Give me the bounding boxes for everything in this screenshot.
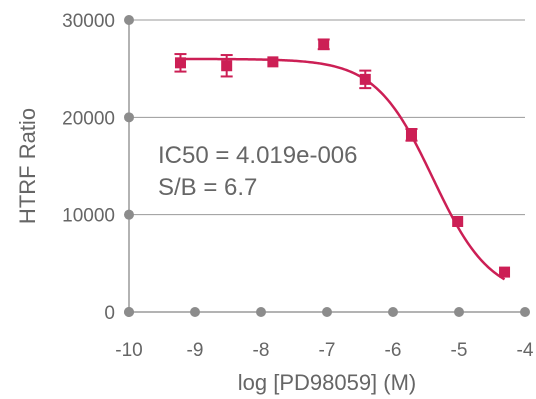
y-tick-label-1: 10000 [62,206,115,227]
tick-labels: 0 10000 20000 30000 -10 -9 -8 -7 -6 -5 -4 [62,11,534,361]
y-tick-dot-3 [124,15,134,25]
y-tick-label-0: 0 [104,303,115,324]
axes [124,15,530,317]
y-axis-title: HTRF Ratio [15,108,40,224]
x-tick-label-6: -4 [517,340,534,361]
x-tick-dot-5 [454,307,464,317]
ic50-annotation: IC50 = 4.019e-006 [158,142,358,169]
y-tick-dot-2 [124,112,134,123]
x-tick-dot-2 [256,307,266,317]
x-tick-label-0: -10 [115,340,142,361]
x-tick-label-1: -9 [187,340,204,361]
data-point-7 [499,266,511,278]
data-point-5 [405,129,417,141]
x-tick-label-3: -7 [319,340,336,361]
y-tick-label-2: 20000 [62,108,115,129]
data-point-2 [267,56,279,68]
data-point-0 [174,57,186,69]
data-point-6 [452,215,464,227]
x-tick-label-4: -6 [385,340,402,361]
y-tick-dot-1 [124,209,134,220]
x-tick-dot-3 [322,307,332,317]
x-tick-label-5: -5 [451,340,468,361]
data-point-1 [221,60,233,72]
data-points [174,38,511,278]
sb-annotation: S/B = 6.7 [158,174,257,201]
x-tick-dot-6 [520,307,530,317]
data-point-3 [318,38,330,50]
x-tick-dot-0 [124,307,134,317]
x-axis-title: log [PD98059] (M) [238,370,417,395]
grid-lines [129,19,525,216]
x-tick-label-2: -8 [253,340,270,361]
x-tick-dot-1 [190,307,200,317]
fit-curve-group [178,57,506,281]
fit-curve [178,57,506,281]
x-tick-dot-4 [388,307,398,317]
data-point-4 [359,73,371,85]
y-tick-label-3: 30000 [62,11,115,32]
